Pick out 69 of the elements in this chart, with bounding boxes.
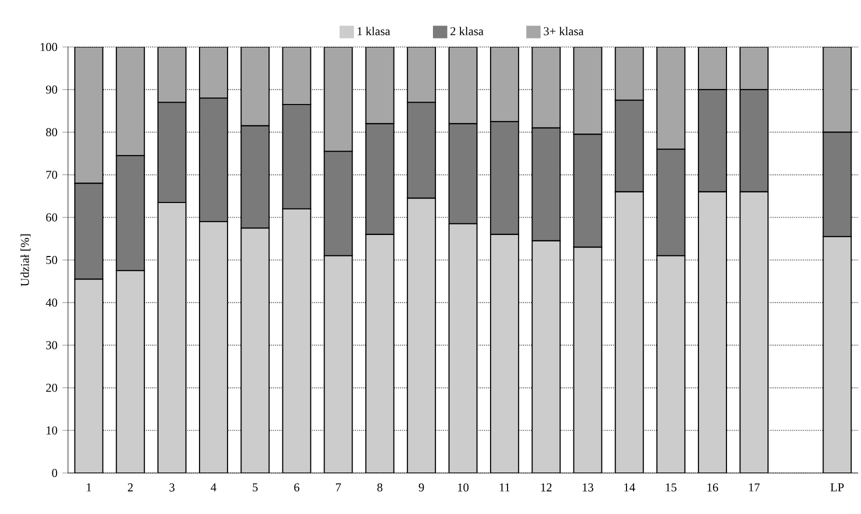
- x-tick-label: 5: [252, 483, 258, 492]
- x-tick-label: 16: [708, 483, 718, 492]
- x-tick-label: 6: [294, 483, 300, 492]
- bar: [198, 46, 228, 99]
- bar: [157, 202, 186, 473]
- bar: [490, 234, 520, 473]
- bar: [614, 46, 644, 101]
- bar: [282, 46, 312, 106]
- bar: [157, 46, 186, 103]
- x-tick-label: 10: [458, 483, 469, 492]
- x-tick-label: 9: [418, 483, 424, 492]
- legend-label: 2 klasa: [450, 26, 484, 36]
- y-tick-label: 0: [52, 468, 58, 478]
- bar: [573, 246, 602, 473]
- bar: [573, 46, 602, 135]
- legend-label: 3+ klasa: [544, 26, 584, 36]
- y-tick-label: 40: [46, 298, 58, 307]
- x-tick-label: 15: [666, 483, 676, 492]
- bar: [698, 46, 728, 90]
- x-tick-label: 7: [336, 483, 341, 492]
- bar: [698, 191, 728, 473]
- x-tick-label: 8: [377, 483, 382, 492]
- y-tick-label: 80: [46, 128, 58, 136]
- bar: [740, 46, 769, 90]
- bar: [240, 46, 270, 126]
- bar: [406, 198, 436, 473]
- x-tick-label: 11: [500, 483, 510, 492]
- bar: [614, 191, 644, 473]
- bar: [656, 255, 686, 473]
- x-tick-label: 12: [541, 483, 552, 492]
- bar: [282, 208, 312, 473]
- bar: [490, 46, 520, 122]
- bar: [740, 191, 769, 473]
- y-tick-label: 70: [46, 170, 58, 179]
- x-tick-label: 14: [624, 483, 636, 492]
- x-tick-label: LP: [830, 483, 844, 492]
- bar: [240, 228, 270, 473]
- x-tick-label: 3: [170, 483, 174, 492]
- bar: [406, 46, 436, 103]
- bar: [822, 236, 852, 473]
- x-tick-label: 13: [582, 483, 594, 492]
- bar: [116, 270, 145, 473]
- bar: [365, 46, 394, 124]
- bar: [822, 46, 852, 133]
- y-tick-label: 60: [46, 213, 58, 222]
- bar: [324, 46, 353, 152]
- bar: [74, 278, 104, 473]
- bar: [448, 46, 478, 124]
- bar: [116, 46, 145, 156]
- y-tick-label: 50: [46, 256, 58, 264]
- bar: [198, 221, 228, 473]
- y-tick-label: 20: [46, 384, 58, 392]
- y-tick-label: 100: [40, 42, 58, 52]
- bar: [532, 46, 561, 128]
- bar: [656, 46, 686, 150]
- bar: [365, 234, 394, 473]
- x-tick-label: 1: [86, 483, 92, 492]
- y-axis-title: Udział [%]: [20, 234, 30, 286]
- y-tick-label: 30: [46, 341, 58, 350]
- bar: [324, 255, 353, 473]
- y-tick-label: 10: [46, 426, 58, 434]
- bar: [448, 223, 478, 473]
- y-tick-label: 90: [46, 86, 58, 94]
- bar: [532, 240, 561, 473]
- x-tick-label: 2: [128, 483, 133, 492]
- x-tick-label: 4: [210, 483, 216, 492]
- bar: [74, 46, 104, 184]
- legend-label: 1 klasa: [358, 26, 390, 36]
- x-tick-label: 17: [749, 483, 760, 492]
